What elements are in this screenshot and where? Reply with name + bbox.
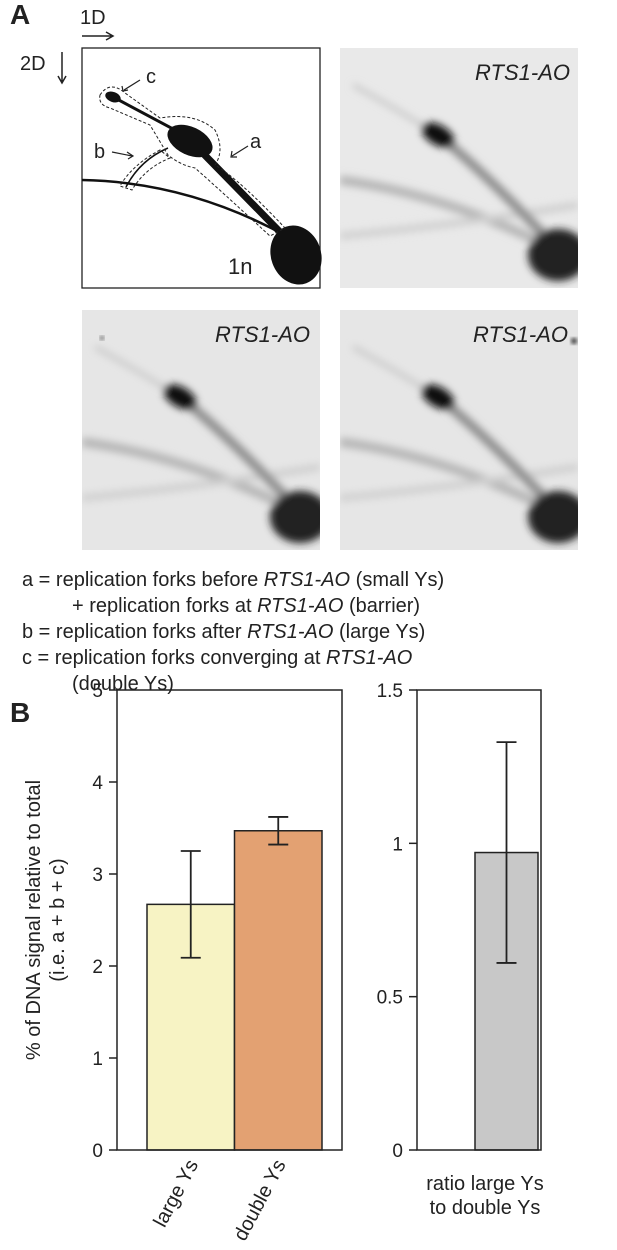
legend-line: a = replication forks before RTS1-AO (sm…	[22, 569, 444, 591]
y-tick-label: 0	[92, 1141, 103, 1162]
gel-image	[340, 310, 578, 550]
y-tick-label: 4	[92, 773, 103, 794]
legend-text: RTS1-AO	[326, 647, 412, 669]
legend-line: + replication forks at RTS1-AO (barrier)	[72, 595, 420, 617]
legend-text: (barrier)	[343, 595, 420, 617]
gel-label: RTS1-AO	[475, 60, 570, 85]
y-tick-label: 2	[92, 957, 103, 978]
legend-text: c = replication forks converging at	[22, 647, 326, 669]
legend-text: a = replication forks before	[22, 569, 264, 591]
schematic-label: c	[146, 66, 156, 88]
bar	[233, 830, 323, 1151]
y-tick-label: 1.5	[377, 681, 403, 702]
error-bar	[180, 850, 201, 959]
legend-text: b = replication forks after	[22, 621, 247, 643]
y-tick-label: 1	[92, 1049, 103, 1070]
axis-1d: 1D	[80, 7, 106, 29]
gel-label: RTS1-AO	[473, 322, 568, 347]
schematic-label: b	[94, 141, 105, 163]
gel-label: RTS1-AO	[215, 322, 310, 347]
axis-2d: 2D	[20, 53, 46, 75]
y-tick-label: 1	[392, 834, 403, 855]
gel-image	[340, 48, 578, 288]
y-tick-label: 5	[92, 681, 103, 702]
legend-text: (large Ys)	[333, 621, 425, 643]
arrow	[82, 31, 115, 41]
y-axis-label: (i.e. a + b + c)	[47, 858, 69, 981]
legend-text: RTS1-AO	[264, 569, 350, 591]
legend-text: (double Ys)	[72, 673, 174, 695]
error-bar	[496, 741, 517, 964]
legend-text: + replication forks at	[72, 595, 257, 617]
y-axis-label: % of DNA signal relative to total	[23, 780, 45, 1060]
x-tick-label: large Ys	[149, 1156, 203, 1231]
error-bar	[268, 816, 289, 846]
x-tick-label: ratio large Ys to double Ys	[426, 1173, 544, 1219]
legend-line: c = replication forks converging at RTS1…	[22, 647, 412, 669]
arrow	[57, 52, 67, 85]
legend-text: RTS1-AO	[247, 621, 333, 643]
y-tick-label: 3	[92, 865, 103, 886]
gel-image	[82, 310, 320, 550]
legend-text: RTS1-AO	[257, 595, 343, 617]
panel-label: A	[10, 0, 30, 30]
y-tick-label: 0.5	[377, 988, 403, 1009]
schematic-label: 1n	[228, 254, 252, 279]
legend-line: b = replication forks after RTS1-AO (lar…	[22, 621, 425, 643]
plot-frame	[116, 689, 343, 1151]
legend-text: (small Ys)	[350, 569, 444, 591]
schematic	[81, 47, 322, 289]
plot-frame	[416, 689, 542, 1151]
legend-line: (double Ys)	[72, 673, 174, 695]
schematic-label: a	[250, 131, 262, 153]
y-tick-label: 0	[392, 1141, 403, 1162]
x-tick-label: double Ys	[230, 1156, 291, 1245]
panel-label: B	[10, 697, 30, 728]
